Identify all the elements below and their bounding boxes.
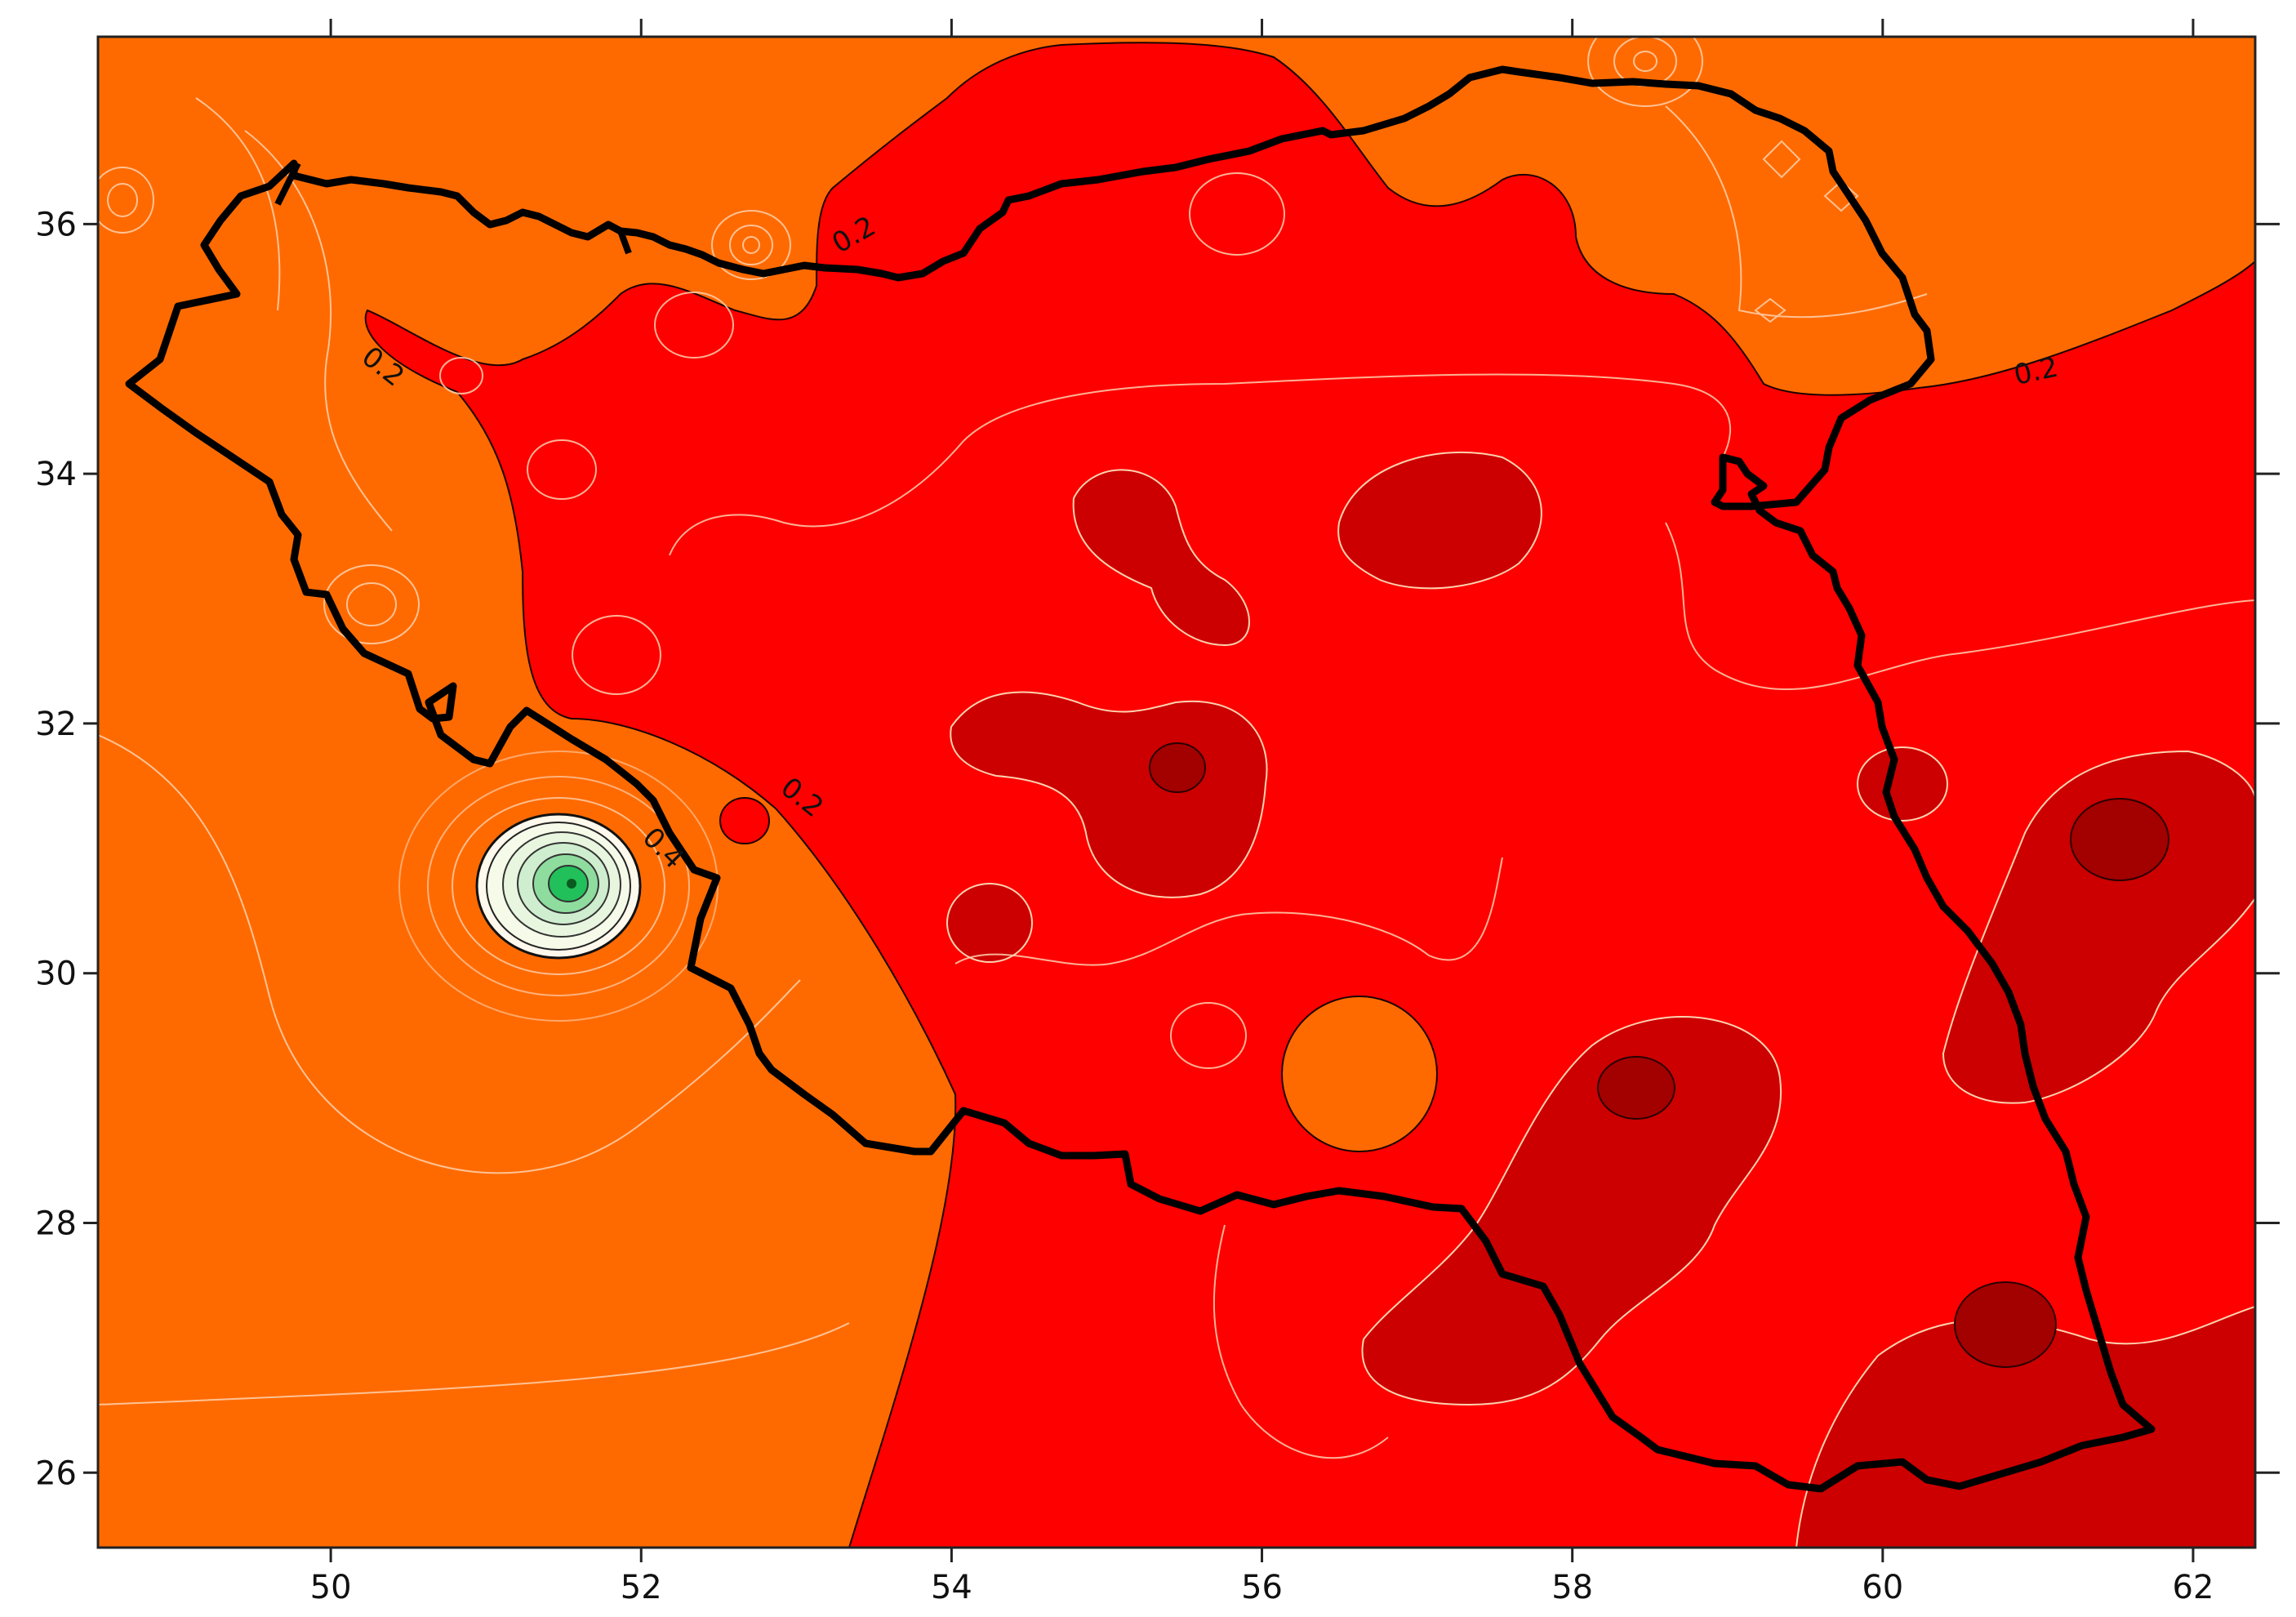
x-axis: 50 52 54 56 58 60 62 <box>310 19 2214 1606</box>
y-tick-label: 32 <box>35 706 77 743</box>
y-axis: 26 28 30 32 34 36 <box>35 206 2280 1492</box>
low-value-pocket <box>1281 996 1438 1152</box>
isolines <box>98 37 2255 1459</box>
y-tick-label: 34 <box>35 456 77 493</box>
y-tick-label: 26 <box>35 1454 77 1492</box>
border-spur <box>274 162 632 255</box>
x-tick-label: 52 <box>621 1569 662 1606</box>
peak-value-cores <box>1149 742 2169 1368</box>
mid-value-region <box>364 42 2255 1548</box>
plot-frame <box>96 35 2257 1549</box>
mid-value-spot <box>719 797 770 844</box>
x-tick-label: 56 <box>1241 1569 1283 1606</box>
x-tick-label: 58 <box>1551 1569 1593 1606</box>
x-tick-label: 50 <box>310 1569 352 1606</box>
x-tick-label: 62 <box>2173 1569 2214 1606</box>
x-tick-label: 54 <box>931 1569 972 1606</box>
x-tick-label: 60 <box>1862 1569 1903 1606</box>
plot-area <box>98 37 2255 1548</box>
y-tick-label: 30 <box>35 956 77 993</box>
y-tick-label: 36 <box>35 206 77 243</box>
high-value-regions <box>946 452 2255 1548</box>
minimum-center <box>398 751 719 1022</box>
country-border <box>125 65 2156 1493</box>
y-tick-label: 28 <box>35 1205 77 1242</box>
